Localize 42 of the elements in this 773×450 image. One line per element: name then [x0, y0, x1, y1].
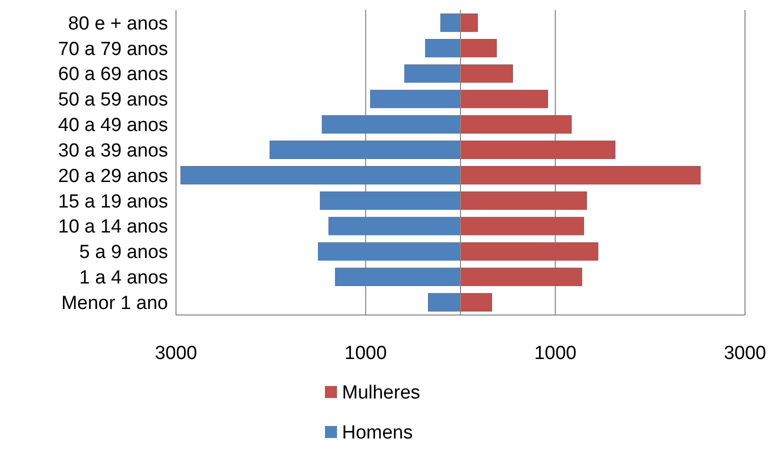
bar: [328, 216, 461, 236]
bar: [425, 38, 461, 58]
bar: [440, 14, 461, 32]
bar: [460, 293, 492, 312]
bar: [320, 191, 461, 210]
bar: [404, 64, 461, 83]
bar: [460, 38, 497, 58]
y-tick-label: 70 a 79 anos: [58, 38, 168, 60]
bar: [318, 242, 461, 261]
bar: [460, 140, 616, 159]
y-tick-label: 40 a 49 anos: [58, 115, 168, 136]
bar: [460, 90, 548, 108]
x-tick-label: 3000: [724, 343, 766, 364]
y-tick-label: 15 a 19 anos: [58, 191, 168, 212]
x-tick-label: 1000: [344, 343, 387, 364]
x-tick-label: 1000: [534, 343, 576, 364]
y-tick-label: 30 a 39 anos: [58, 140, 168, 162]
y-tick-label: Menor 1 ano: [61, 292, 168, 314]
bar: [322, 115, 461, 134]
y-tick-label: 50 a 59 anos: [58, 90, 168, 111]
bar: [270, 140, 461, 159]
bar: [460, 268, 582, 286]
bar: [370, 90, 461, 108]
y-tick-label: 80 e + anos: [68, 13, 168, 34]
bar: [460, 242, 598, 261]
bar: [460, 64, 513, 83]
bar: [460, 216, 584, 236]
bar: [180, 166, 461, 184]
bar: [460, 14, 478, 32]
bar: [460, 115, 572, 134]
y-tick-label: 1 a 4 anos: [79, 268, 168, 289]
y-tick-label: 60 a 69 anos: [58, 64, 168, 86]
bar: [335, 268, 461, 286]
bar: [460, 166, 701, 184]
y-tick-label: 5 a 9 anos: [79, 242, 168, 264]
y-tick-label: 10 a 14 anos: [58, 216, 168, 238]
bar: [460, 191, 587, 210]
bar: [428, 293, 461, 312]
legend-label: Mulheres: [342, 382, 420, 404]
y-tick-label: 20 a 29 anos: [58, 166, 168, 187]
legend-label: Homens: [342, 422, 413, 444]
x-tick-label: 3000: [154, 343, 198, 364]
